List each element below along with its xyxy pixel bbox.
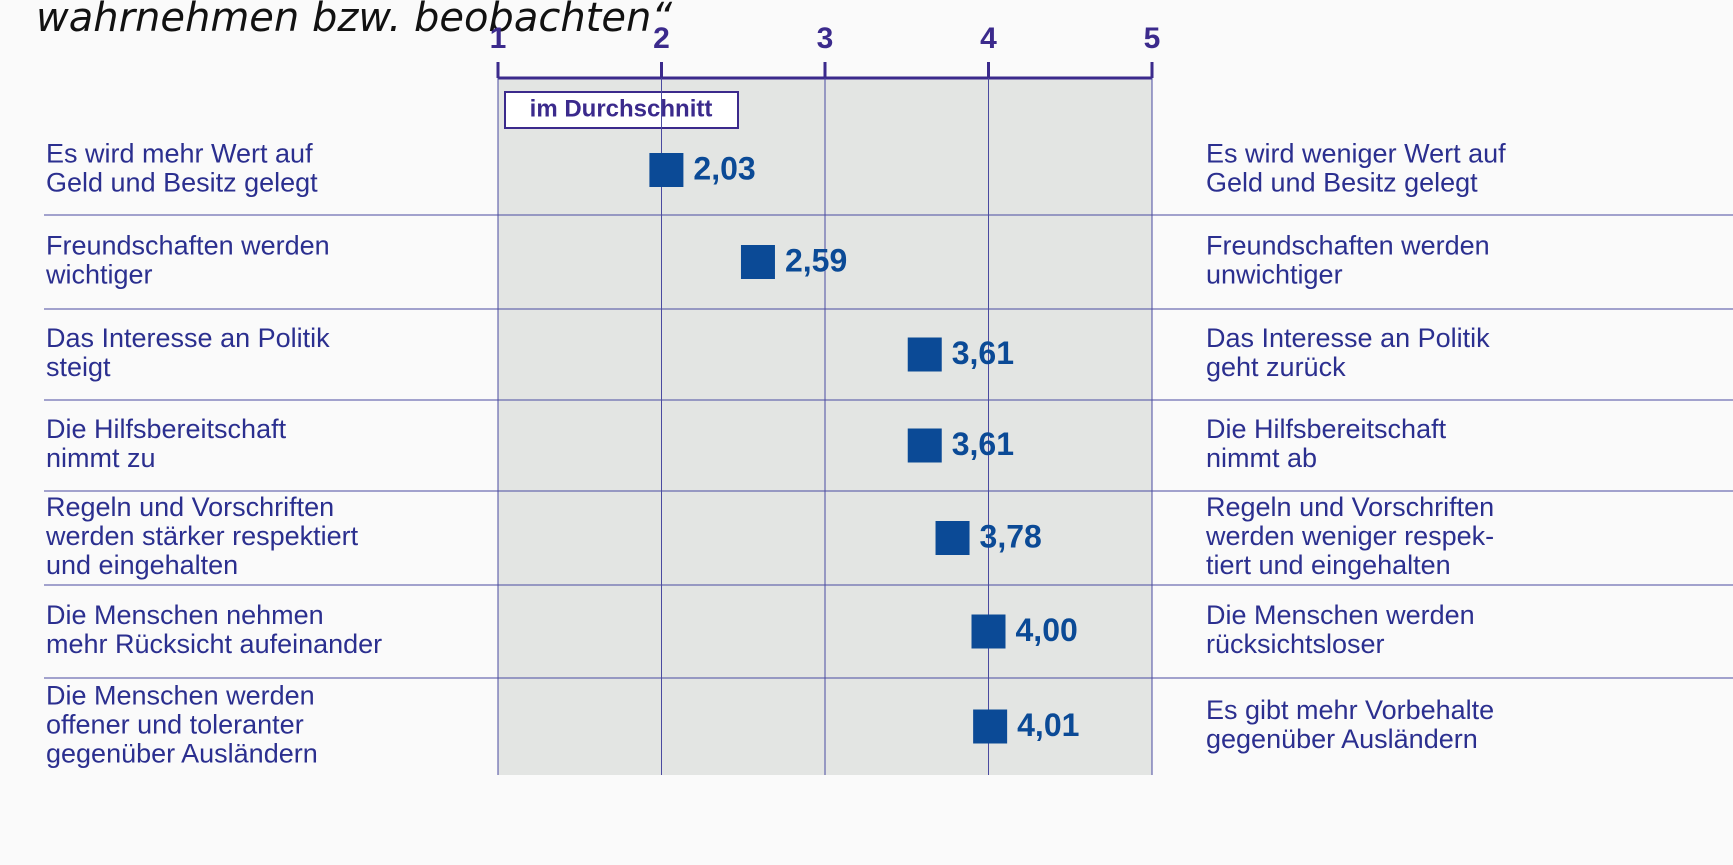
value-label: 2,59 (785, 242, 847, 278)
left-label: offener und toleranter (46, 710, 304, 740)
right-label: rücksichtsloser (1206, 629, 1385, 659)
right-label: Es wird weniger Wert auf (1206, 139, 1506, 169)
left-label: gegenüber Ausländern (46, 739, 318, 769)
right-label: tiert und eingehalten (1206, 550, 1451, 580)
marker (649, 153, 684, 187)
left-label: nimmt zu (46, 443, 156, 473)
right-label: Es gibt mehr Vorbehalte (1206, 695, 1494, 725)
left-label: Geld und Besitz gelegt (46, 168, 318, 198)
right-label: Die Hilfsbereitschaft (1206, 414, 1447, 444)
left-label: und eingehalten (46, 550, 238, 580)
value-label: 2,03 (693, 150, 755, 186)
left-label: wichtiger (45, 260, 153, 290)
right-label: Die Menschen werden (1206, 600, 1475, 630)
left-label: Es wird mehr Wert auf (46, 139, 313, 169)
right-label: unwichtiger (1206, 260, 1343, 290)
right-label: Geld und Besitz gelegt (1206, 168, 1478, 198)
marker (935, 521, 970, 555)
left-label: Regeln und Vorschriften (46, 492, 334, 522)
right-label: gegenüber Ausländern (1206, 724, 1478, 754)
x-tick-label: 4 (980, 22, 997, 55)
right-label: werden weniger respek- (1205, 521, 1494, 551)
marker (971, 614, 1006, 649)
x-tick-label: 5 (1144, 22, 1161, 55)
value-label: 3,61 (952, 426, 1014, 462)
x-tick-label: 1 (490, 22, 507, 55)
marker (907, 337, 942, 372)
x-tick-label: 3 (817, 22, 834, 55)
x-tick-label: 2 (653, 22, 670, 55)
left-label: Die Menschen nehmen (46, 600, 324, 630)
legend-box (504, 91, 739, 129)
value-label: 3,78 (980, 518, 1042, 554)
value-label: 3,61 (952, 335, 1014, 371)
right-label: nimmt ab (1206, 443, 1317, 473)
left-label: werden stärker respektiert (45, 521, 359, 551)
left-label: mehr Rücksicht aufeinander (46, 629, 382, 659)
left-label: Die Hilfsbereitschaft (46, 414, 287, 444)
left-label: steigt (46, 352, 111, 382)
left-label: Freundschaften werden (46, 231, 330, 261)
left-label: Das Interesse an Politik (46, 323, 330, 353)
chart-title: wahrnehmen bzw. beobachten“ (36, 0, 672, 41)
right-label: Regeln und Vorschriften (1206, 492, 1494, 522)
marker (740, 245, 775, 279)
right-label: Das Interesse an Politik (1206, 323, 1490, 353)
left-label: Die Menschen werden (46, 681, 315, 711)
marker (973, 709, 1008, 744)
value-label: 4,01 (1017, 707, 1079, 743)
legend-label: im Durchschnitt (530, 95, 713, 122)
right-label: geht zurück (1206, 352, 1346, 382)
right-label: Freundschaften werden (1206, 231, 1490, 261)
value-label: 4,00 (1016, 612, 1078, 648)
marker (907, 428, 942, 463)
